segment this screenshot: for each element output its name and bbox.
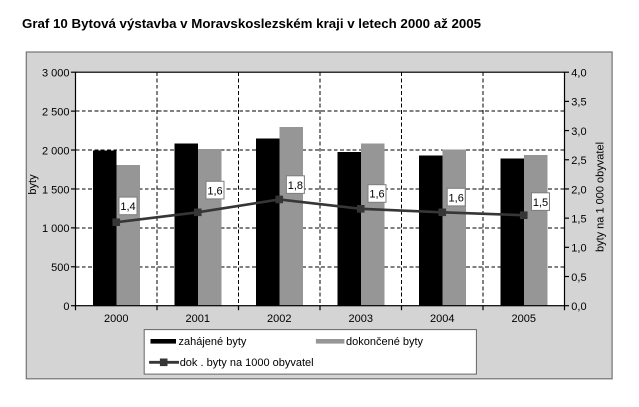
svg-text:3,5: 3,5 xyxy=(571,97,586,109)
svg-text:dok . byty na 1000 obyvatel: dok . byty na 1000 obyvatel xyxy=(180,357,314,369)
svg-text:1,5: 1,5 xyxy=(533,197,548,209)
svg-text:1,6: 1,6 xyxy=(449,192,464,204)
svg-text:1 500: 1 500 xyxy=(42,184,70,196)
svg-text:2000: 2000 xyxy=(104,313,128,325)
svg-text:2,5: 2,5 xyxy=(571,155,586,167)
svg-text:1 000: 1 000 xyxy=(42,223,70,235)
svg-text:2003: 2003 xyxy=(349,313,373,325)
svg-text:2005: 2005 xyxy=(512,313,536,325)
svg-text:4,0: 4,0 xyxy=(571,68,586,80)
svg-text:byty: byty xyxy=(27,174,39,195)
svg-text:0: 0 xyxy=(63,301,69,313)
svg-text:2 500: 2 500 xyxy=(42,106,70,118)
svg-text:dokončené byty: dokončené byty xyxy=(346,336,424,348)
svg-text:2 000: 2 000 xyxy=(42,145,70,157)
svg-text:2004: 2004 xyxy=(430,313,454,325)
svg-text:1,8: 1,8 xyxy=(288,180,303,192)
svg-text:0,5: 0,5 xyxy=(571,272,586,284)
svg-text:3 000: 3 000 xyxy=(42,68,70,80)
svg-text:2,0: 2,0 xyxy=(571,184,586,196)
svg-text:byty na 1 000 obyvatel: byty na 1 000 obyvatel xyxy=(595,142,607,252)
svg-text:2001: 2001 xyxy=(186,313,210,325)
svg-text:1,5: 1,5 xyxy=(571,213,586,225)
svg-text:zahájené byty: zahájené byty xyxy=(179,336,247,348)
svg-text:500: 500 xyxy=(51,262,69,274)
svg-text:1,0: 1,0 xyxy=(571,243,586,255)
svg-text:0,0: 0,0 xyxy=(571,301,586,313)
svg-text:1,4: 1,4 xyxy=(120,201,135,213)
svg-text:1,6: 1,6 xyxy=(369,189,384,201)
svg-text:1,6: 1,6 xyxy=(207,185,222,197)
svg-text:2002: 2002 xyxy=(267,313,291,325)
svg-text:3,0: 3,0 xyxy=(571,126,586,138)
